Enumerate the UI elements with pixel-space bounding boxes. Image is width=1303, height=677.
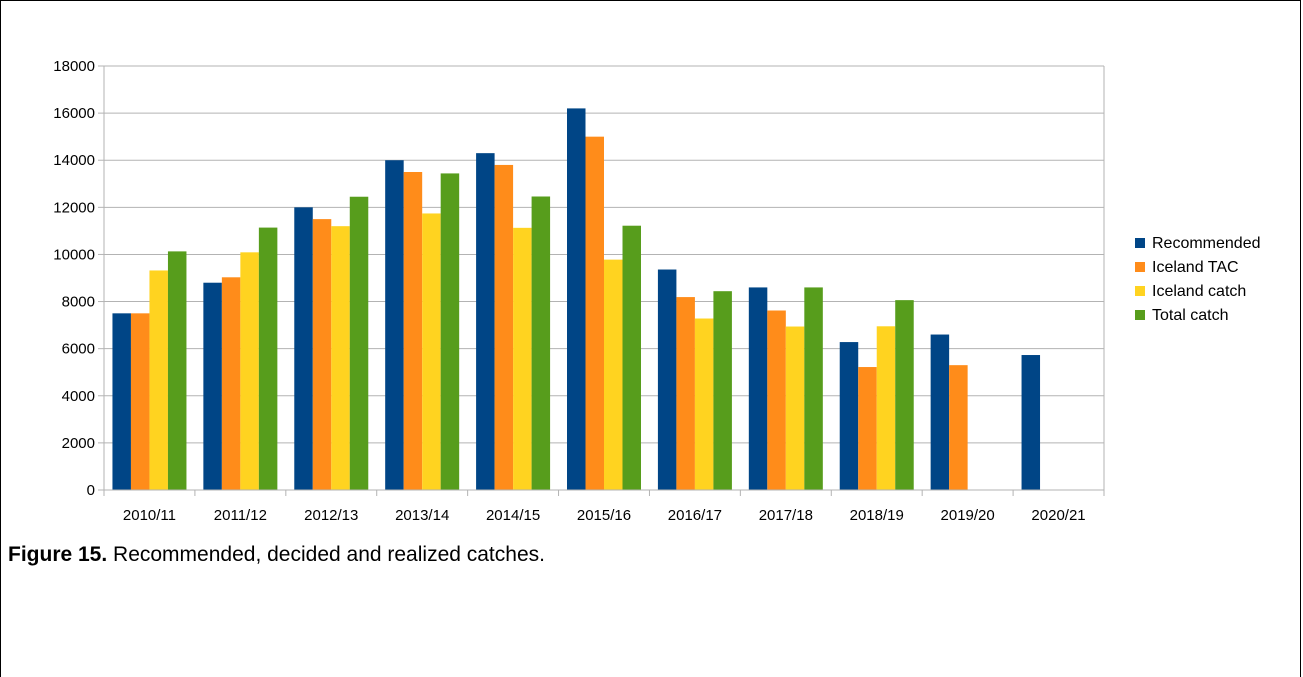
bar-iceland-catch-2011-12 bbox=[240, 252, 259, 490]
legend-swatch-total-catch bbox=[1135, 310, 1145, 320]
legend-swatch-recommended bbox=[1135, 238, 1145, 248]
y-tick-label: 6000 bbox=[62, 341, 95, 358]
x-tick-label: 2016/17 bbox=[668, 507, 722, 524]
bar-total-catch-2017-18 bbox=[804, 287, 823, 490]
bar-iceland-tac-2014-15 bbox=[494, 164, 514, 490]
bar-recommended-2016-17 bbox=[657, 269, 677, 490]
y-tick-label: 10000 bbox=[53, 246, 95, 263]
bar-recommended-2018-19 bbox=[839, 342, 859, 490]
x-tick-label: 2010/11 bbox=[123, 507, 176, 524]
bar-total-catch-2014-15 bbox=[531, 196, 551, 490]
x-tick-label: 2012/13 bbox=[304, 507, 358, 524]
y-tick-label: 2000 bbox=[62, 435, 95, 452]
bar-iceland-tac-2011-12 bbox=[221, 277, 241, 490]
bar-chart: 0 2000 4000 6000 8000 10000 12000 14000 16000 180… bbox=[53, 58, 1261, 524]
bar-total-catch-2015-16 bbox=[622, 225, 641, 490]
caption-label: Figure 15. bbox=[8, 543, 108, 566]
bar-iceland-tac-2017-18 bbox=[767, 310, 786, 490]
bar-total-catch-2018-19 bbox=[895, 300, 914, 490]
bar-iceland-tac-2015-16 bbox=[585, 136, 604, 490]
bar-iceland-catch-2017-18 bbox=[785, 326, 805, 490]
bar-iceland-tac-2018-19 bbox=[858, 367, 877, 490]
bar-total-catch-2010-11 bbox=[167, 251, 187, 490]
y-tick-label: 4000 bbox=[62, 388, 95, 405]
legend-label-iceland-tac: Iceland TAC bbox=[1152, 259, 1239, 276]
axes bbox=[103, 66, 1105, 496]
bar-recommended-2020-21 bbox=[1021, 355, 1041, 490]
bar-iceland-catch-2018-19 bbox=[876, 326, 896, 490]
y-tick-label: 16000 bbox=[53, 105, 95, 122]
figure-caption: Figure 15. Recommended, decided and real… bbox=[8, 543, 545, 567]
legend: Recommended Iceland TAC Iceland catch Total… bbox=[1135, 235, 1261, 324]
bar-recommended-2012-13 bbox=[294, 207, 313, 491]
x-tick-label: 2018/19 bbox=[850, 507, 904, 524]
bar-recommended-2017-18 bbox=[748, 287, 768, 490]
bar-iceland-catch-2013-14 bbox=[422, 213, 441, 491]
bar-iceland-catch-2015-16 bbox=[604, 259, 623, 490]
legend-swatch-iceland-tac bbox=[1135, 262, 1145, 272]
y-tick-label: 0 bbox=[87, 482, 95, 499]
bar-total-catch-2011-12 bbox=[258, 227, 278, 490]
x-tick-labels: 2010/11 2011/12 2012/13 2013/14 2014/15 2015/… bbox=[123, 507, 1086, 524]
x-tick-label: 2020/21 bbox=[1031, 507, 1085, 524]
bar-total-catch-2013-14 bbox=[440, 173, 460, 490]
legend-label-total-catch: Total catch bbox=[1152, 307, 1228, 324]
bar-iceland-tac-2013-14 bbox=[403, 172, 423, 490]
caption-text: Recommended, decided and realized catche… bbox=[107, 543, 545, 566]
x-tick-label: 2011/12 bbox=[214, 507, 267, 524]
x-tick-label: 2015/16 bbox=[577, 507, 631, 524]
bars bbox=[112, 108, 1041, 491]
bar-recommended-2019-20 bbox=[930, 334, 950, 490]
bar-recommended-2014-15 bbox=[476, 153, 495, 490]
bar-recommended-2013-14 bbox=[385, 160, 404, 490]
x-tick-label: 2014/15 bbox=[486, 507, 540, 524]
y-tick-label: 12000 bbox=[53, 199, 95, 216]
y-tick-label: 8000 bbox=[62, 294, 95, 311]
bar-recommended-2011-12 bbox=[203, 282, 222, 490]
y-tick-labels: 0 2000 4000 6000 8000 10000 12000 14000 16000 180… bbox=[53, 58, 95, 499]
legend-label-iceland-catch: Iceland catch bbox=[1152, 283, 1246, 300]
legend-swatch-iceland-catch bbox=[1135, 286, 1145, 296]
bar-total-catch-2016-17 bbox=[713, 291, 732, 490]
bar-iceland-tac-2016-17 bbox=[676, 297, 695, 490]
bar-iceland-catch-2014-15 bbox=[513, 227, 532, 490]
x-tick-label: 2019/20 bbox=[941, 507, 995, 524]
x-tick-label: 2013/14 bbox=[395, 507, 449, 524]
bar-iceland-tac-2019-20 bbox=[949, 365, 968, 490]
bar-iceland-tac-2012-13 bbox=[312, 219, 332, 490]
bar-recommended-2010-11 bbox=[112, 313, 131, 490]
bar-iceland-catch-2010-11 bbox=[149, 270, 168, 490]
bar-iceland-tac-2010-11 bbox=[130, 313, 150, 490]
y-tick-label: 14000 bbox=[53, 152, 95, 169]
bar-recommended-2015-16 bbox=[567, 108, 586, 491]
bar-iceland-catch-2016-17 bbox=[694, 318, 714, 490]
legend-label-recommended: Recommended bbox=[1152, 235, 1261, 252]
bar-iceland-catch-2012-13 bbox=[331, 226, 350, 490]
bar-total-catch-2012-13 bbox=[349, 196, 369, 490]
y-tick-label: 18000 bbox=[53, 58, 95, 75]
x-tick-label: 2017/18 bbox=[759, 507, 813, 524]
